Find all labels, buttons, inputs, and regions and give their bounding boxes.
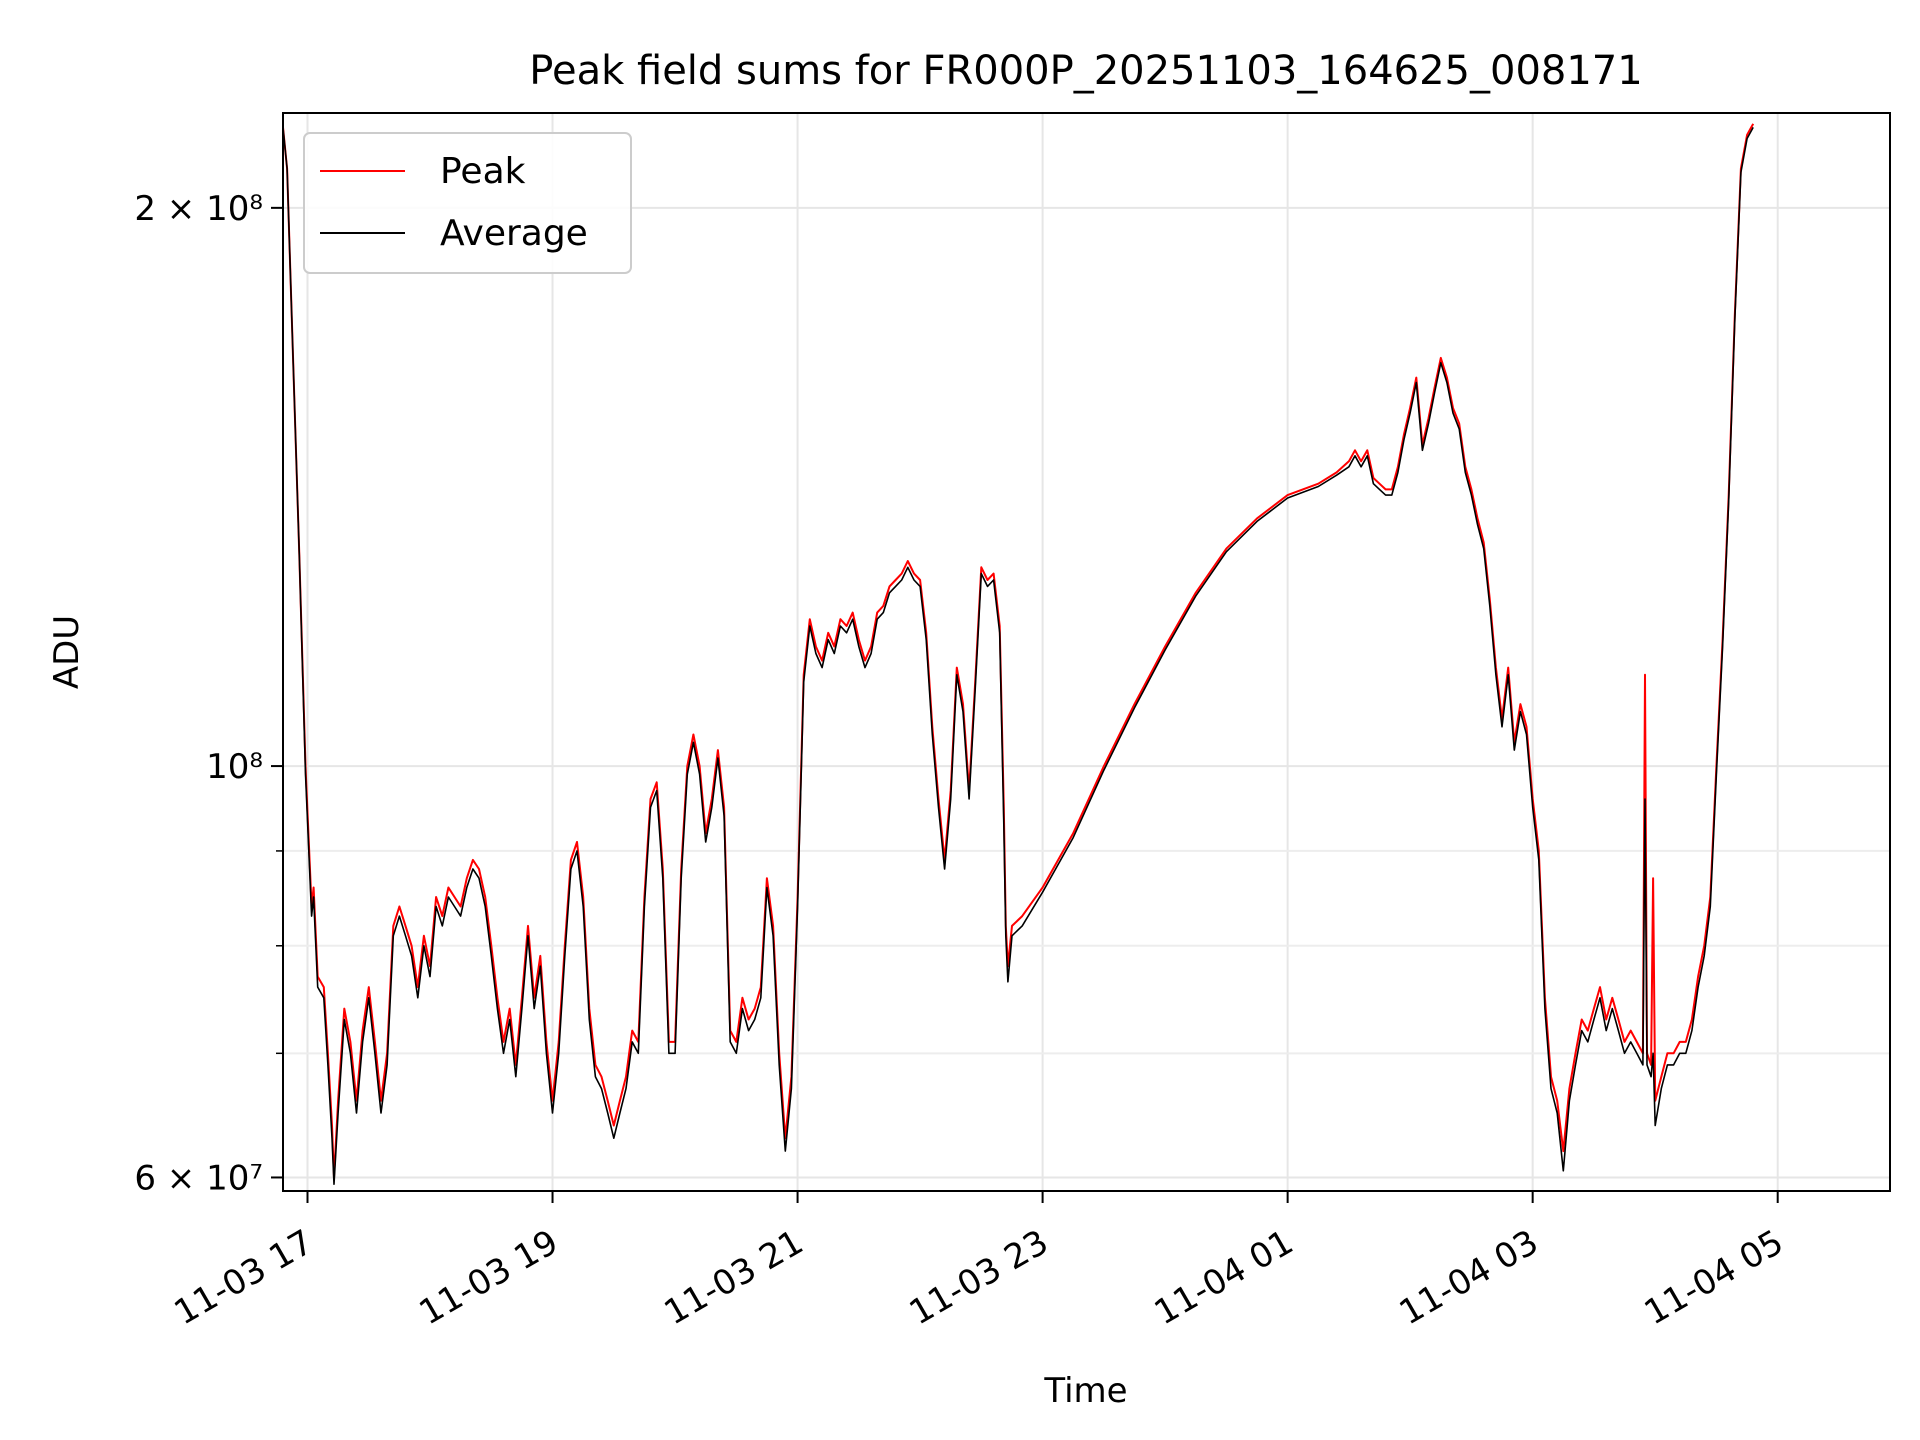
- legend-box: [303, 132, 632, 274]
- legend: Peak Average: [303, 132, 632, 274]
- plot-lines: [282, 123, 1755, 1185]
- plot-frame: [282, 112, 1891, 1192]
- chart-title: Peak field sums for FR000P_20251103_1646…: [529, 48, 1642, 94]
- grid: [283, 113, 1890, 1191]
- legend-label-peak: Peak: [440, 151, 526, 192]
- y-tick-label: 10⁸: [206, 747, 263, 787]
- y-axis-label: ADU: [47, 615, 87, 689]
- x-axis-label: Time: [1043, 1371, 1127, 1411]
- y-tick-label: 2 × 10⁸: [134, 189, 263, 229]
- y-tick-label: 6 × 10⁷: [134, 1158, 263, 1198]
- series-line-average: [282, 127, 1754, 1185]
- legend-label-average: Average: [440, 213, 588, 254]
- series-line-peak: [282, 123, 1755, 1179]
- y-axis-ticks: 6 × 10⁷ 10⁸ 2 × 10⁸: [134, 189, 283, 1198]
